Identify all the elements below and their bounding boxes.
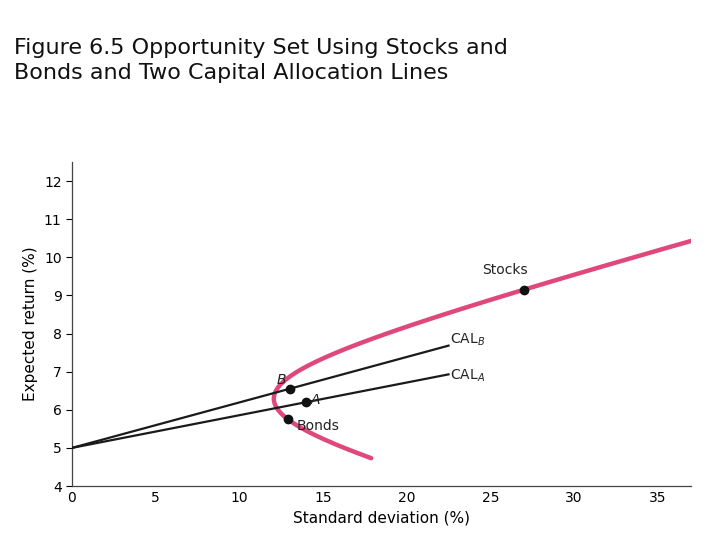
- X-axis label: Standard deviation (%): Standard deviation (%): [293, 510, 470, 525]
- Text: $A$: $A$: [310, 393, 322, 407]
- Text: Bonds: Bonds: [296, 419, 339, 433]
- Y-axis label: Expected return (%): Expected return (%): [23, 247, 38, 401]
- Text: Stocks: Stocks: [482, 264, 528, 278]
- Text: CAL$_A$: CAL$_A$: [450, 368, 485, 384]
- Text: $B$: $B$: [276, 373, 287, 387]
- Text: Figure 6.5 Opportunity Set Using Stocks and
Bonds and Two Capital Allocation Lin: Figure 6.5 Opportunity Set Using Stocks …: [14, 38, 508, 83]
- Text: CAL$_B$: CAL$_B$: [450, 332, 485, 348]
